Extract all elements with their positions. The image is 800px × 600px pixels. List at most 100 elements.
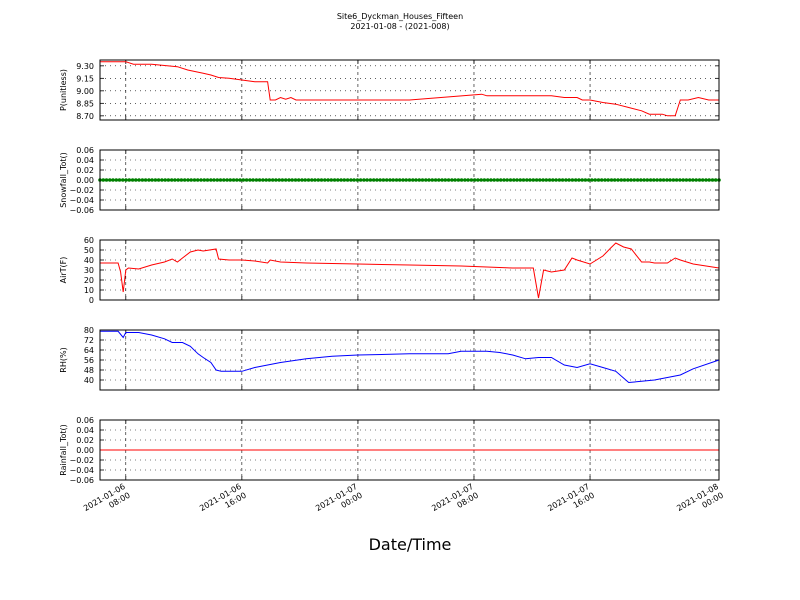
y-tick-label: 40 <box>84 376 94 385</box>
series-marker <box>326 178 330 182</box>
series-marker <box>560 178 565 182</box>
series-marker <box>446 178 451 182</box>
y-tick-label: 9.00 <box>76 87 94 96</box>
y-tick-label: 8.70 <box>76 112 94 121</box>
y-tick-label: 0.00 <box>76 446 94 455</box>
y-tick-label: −0.02 <box>69 456 94 465</box>
x-tick-label: 2021-01-0716:00 <box>546 482 596 522</box>
panel-frame <box>99 59 720 121</box>
series-marker <box>687 178 692 182</box>
y-tick-label: −0.02 <box>69 186 94 195</box>
series-marker <box>492 178 497 182</box>
series-marker <box>117 178 122 182</box>
series-marker <box>147 178 151 182</box>
series-marker <box>303 178 308 182</box>
x-tick-labels: 2021-01-0608:00 2021-01-0616:00 2021-01-07… <box>82 482 725 522</box>
series-marker <box>153 178 158 182</box>
series-marker <box>375 178 379 182</box>
series-marker <box>440 178 444 182</box>
series-line <box>100 330 720 384</box>
series-marker <box>189 178 193 182</box>
y-tick-label: 72 <box>84 336 94 345</box>
panel-frame <box>99 239 720 301</box>
series-marker <box>134 178 138 182</box>
series-marker <box>225 178 229 182</box>
series-marker <box>287 178 291 182</box>
series-marker <box>319 178 324 182</box>
series-marker <box>121 178 125 182</box>
series-marker <box>612 178 617 182</box>
series-marker <box>277 178 282 182</box>
series-marker <box>111 178 115 182</box>
y-tick-label: 0.02 <box>76 436 94 445</box>
series-marker <box>482 178 487 182</box>
panel-1: 9.30 9.15 9.00 8.85 8.70 P(unitless) <box>59 59 720 121</box>
series-marker <box>700 178 705 182</box>
series-marker <box>573 178 578 182</box>
series-marker <box>453 178 457 182</box>
series-marker <box>342 178 347 182</box>
series-marker <box>215 178 220 182</box>
y-tick-label: 9.15 <box>76 74 94 83</box>
series-marker <box>495 178 500 182</box>
series-marker <box>648 178 653 182</box>
series-marker <box>603 178 607 182</box>
series-marker <box>697 178 702 182</box>
series-marker <box>114 178 119 182</box>
x-tick-label: 2021-01-0800:00 <box>675 482 725 522</box>
series-marker <box>684 178 689 182</box>
series-marker <box>274 178 278 182</box>
series-marker <box>130 178 135 182</box>
series-marker <box>655 178 659 182</box>
series-marker <box>554 178 558 182</box>
y-tick-label: 0 <box>89 296 94 305</box>
series-marker <box>381 178 386 182</box>
y-axis-label: Snowfall_Tot() <box>59 152 68 208</box>
y-axis-label: Rainfall_Tot() <box>59 424 68 476</box>
series-marker <box>257 178 262 182</box>
series-marker <box>599 178 604 182</box>
y-tick-label: 0.04 <box>76 426 94 435</box>
series-marker <box>652 178 656 182</box>
series-marker <box>427 178 431 182</box>
series-marker <box>505 178 510 182</box>
series-marker <box>691 178 695 182</box>
panel-frame <box>99 419 720 481</box>
series-marker <box>704 178 708 182</box>
series-marker <box>626 178 630 182</box>
series-marker <box>580 178 584 182</box>
series-marker <box>414 178 418 182</box>
series-marker <box>150 178 154 182</box>
series-marker <box>182 178 187 182</box>
series-marker <box>104 178 109 182</box>
series-marker <box>681 178 685 182</box>
series-marker <box>538 178 542 182</box>
y-tick-label: 10 <box>84 286 94 295</box>
series-marker <box>459 178 464 182</box>
series-marker <box>205 178 210 182</box>
series-marker <box>384 178 389 182</box>
series-marker <box>137 178 141 182</box>
series-marker <box>270 178 275 182</box>
series-marker <box>430 178 435 182</box>
series-marker <box>176 178 180 182</box>
series-marker <box>674 178 679 182</box>
figure-subtitle: 2021-01-08 - (2021-008) <box>350 22 449 31</box>
series-marker <box>551 178 555 182</box>
y-tick-label: 48 <box>84 366 94 375</box>
panel-frame <box>99 149 720 211</box>
y-tick-label: 64 <box>84 346 94 355</box>
series-marker <box>248 178 252 182</box>
series-marker <box>195 178 200 182</box>
series-marker <box>199 178 203 182</box>
x-tick-label: 2021-01-0616:00 <box>198 482 248 522</box>
series-marker <box>678 178 682 182</box>
y-tick-label: −0.04 <box>69 466 94 475</box>
series-marker <box>557 178 562 182</box>
series-marker <box>479 178 484 182</box>
series-marker <box>212 178 216 182</box>
series-marker <box>391 178 396 182</box>
series-marker <box>349 178 353 182</box>
